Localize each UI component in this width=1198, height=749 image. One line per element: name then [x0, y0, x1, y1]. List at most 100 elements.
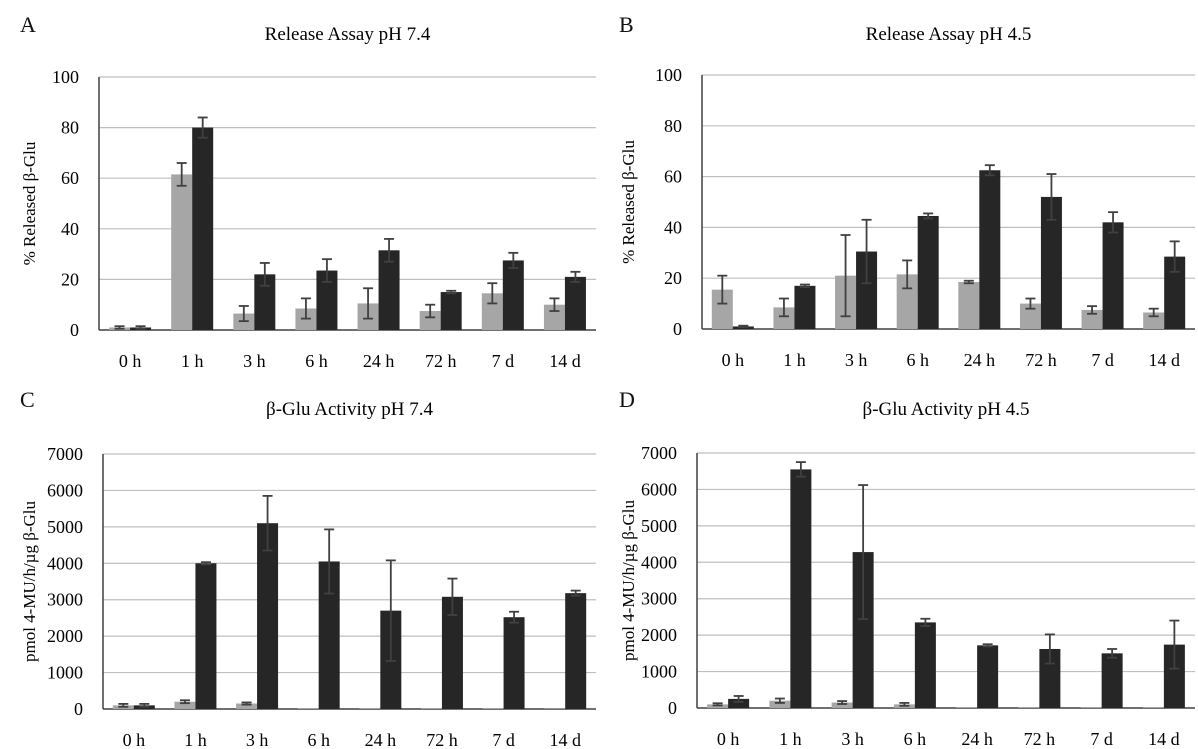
bar	[1040, 196, 1062, 329]
y-tick-label: 40	[61, 219, 79, 239]
x-tick-label: 0 h	[717, 729, 740, 749]
y-tick-label: 0	[668, 698, 677, 718]
bar	[1039, 648, 1061, 708]
x-tick-label: 7 d	[492, 351, 515, 371]
panel-label: C	[20, 387, 35, 412]
panel-label: D	[619, 387, 635, 412]
chart-panel-a: A Release Assay pH 7.4 0 20 40 60 80 100 % Rele…	[0, 0, 599, 374]
bar	[896, 274, 918, 329]
chart-title: β-Glu Activity pH 7.4	[266, 399, 433, 420]
bar	[728, 698, 750, 708]
x-tick-label: 14 d	[1148, 350, 1180, 370]
x-tick-label: 0 h	[123, 730, 146, 749]
x-tick-label: 14 d	[1148, 729, 1180, 749]
bar	[790, 469, 812, 708]
x-tick-label: 6 h	[904, 729, 927, 749]
x-tick-label: 6 h	[305, 351, 328, 371]
x-tick-label: 3 h	[845, 350, 868, 370]
bar	[257, 523, 279, 709]
y-axis-label: % Released β-Glu	[20, 141, 39, 265]
bar	[378, 250, 400, 330]
bar-chart: Release Assay pH 4.5 0 20 40 60 80 100 % Releas…	[619, 24, 1195, 370]
bar	[1142, 707, 1164, 708]
panel-label: A	[20, 12, 36, 37]
y-tick-label: 2000	[641, 625, 677, 645]
bar	[565, 593, 587, 709]
bar	[254, 274, 276, 330]
bar	[1018, 707, 1040, 708]
y-tick-label: 6000	[641, 479, 677, 499]
bar	[1163, 644, 1185, 708]
bar	[852, 552, 874, 708]
x-tick-label: 24 h	[961, 729, 993, 749]
bar	[1081, 309, 1103, 329]
y-tick-label: 4000	[47, 553, 83, 573]
x-tick-label: 72 h	[425, 351, 457, 371]
bar	[773, 307, 795, 329]
bar	[171, 174, 193, 330]
bar	[297, 708, 319, 709]
bar	[1164, 256, 1186, 329]
bar	[543, 304, 565, 330]
y-tick-label: 0	[673, 319, 682, 339]
y-tick-label: 100	[52, 67, 79, 87]
y-tick-label: 7000	[641, 443, 677, 463]
y-tick-label: 80	[664, 116, 682, 136]
y-tick-label: 6000	[47, 480, 83, 500]
x-tick-label: 14 d	[549, 351, 581, 371]
bar	[914, 622, 936, 708]
chart-title: Release Assay pH 4.5	[866, 24, 1032, 45]
y-tick-label: 100	[655, 65, 682, 85]
bar	[769, 700, 791, 708]
bar	[1080, 707, 1102, 708]
y-axis-label: pmol 4-MU/h/µg β-Glu	[619, 499, 638, 661]
chart-title: β-Glu Activity pH 4.5	[863, 399, 1030, 420]
bar	[441, 596, 463, 709]
x-tick-label: 7 d	[1091, 350, 1114, 370]
chart-panel-c: C β-Glu Activity pH 7.4 0 1000 2000 3000 4000…	[0, 375, 599, 749]
y-tick-label: 0	[70, 320, 79, 340]
bar	[236, 703, 258, 709]
y-tick-label: 20	[664, 268, 682, 288]
bar-chart: β-Glu Activity pH 7.4 0 1000 2000 3000 4000 50…	[20, 399, 596, 749]
bar	[440, 292, 462, 330]
x-tick-label: 6 h	[307, 730, 330, 749]
x-tick-label: 24 h	[964, 350, 996, 370]
bar	[856, 251, 878, 329]
x-tick-label: 7 d	[1090, 729, 1113, 749]
bar-chart: β-Glu Activity pH 4.5 0 1000 2000 3000 4000 50…	[619, 399, 1195, 749]
bar	[831, 702, 853, 708]
y-tick-label: 40	[664, 217, 682, 237]
y-tick-label: 5000	[47, 517, 83, 537]
chart-title: Release Assay pH 7.4	[265, 24, 431, 45]
x-tick-label: 1 h	[181, 351, 204, 371]
bar-chart: Release Assay pH 7.4 0 20 40 60 80 100 % Releas…	[20, 24, 596, 371]
bar	[359, 708, 381, 709]
y-tick-label: 0	[74, 699, 83, 719]
bar	[482, 708, 504, 709]
bar	[1019, 303, 1041, 329]
bar	[794, 285, 816, 329]
x-tick-label: 72 h	[1025, 350, 1057, 370]
y-tick-label: 3000	[47, 590, 83, 610]
x-tick-label: 24 h	[363, 351, 395, 371]
chart-panel-d: D β-Glu Activity pH 4.5 0 1000 2000 3000 4000…	[599, 375, 1198, 749]
bar	[958, 282, 980, 329]
bar	[979, 170, 1001, 329]
bar	[977, 645, 999, 708]
bar	[503, 617, 525, 709]
x-tick-label: 7 d	[492, 730, 515, 749]
x-tick-label: 72 h	[1024, 729, 1056, 749]
bar	[316, 270, 338, 330]
y-tick-label: 60	[61, 168, 79, 188]
x-tick-label: 0 h	[119, 351, 142, 371]
bar	[1143, 312, 1165, 329]
bar	[711, 289, 733, 329]
y-tick-label: 20	[61, 269, 79, 289]
x-tick-label: 3 h	[841, 729, 864, 749]
x-tick-label: 1 h	[783, 350, 806, 370]
bar	[192, 127, 214, 330]
y-tick-label: 2000	[47, 626, 83, 646]
y-tick-label: 4000	[641, 552, 677, 572]
y-tick-label: 80	[61, 118, 79, 138]
